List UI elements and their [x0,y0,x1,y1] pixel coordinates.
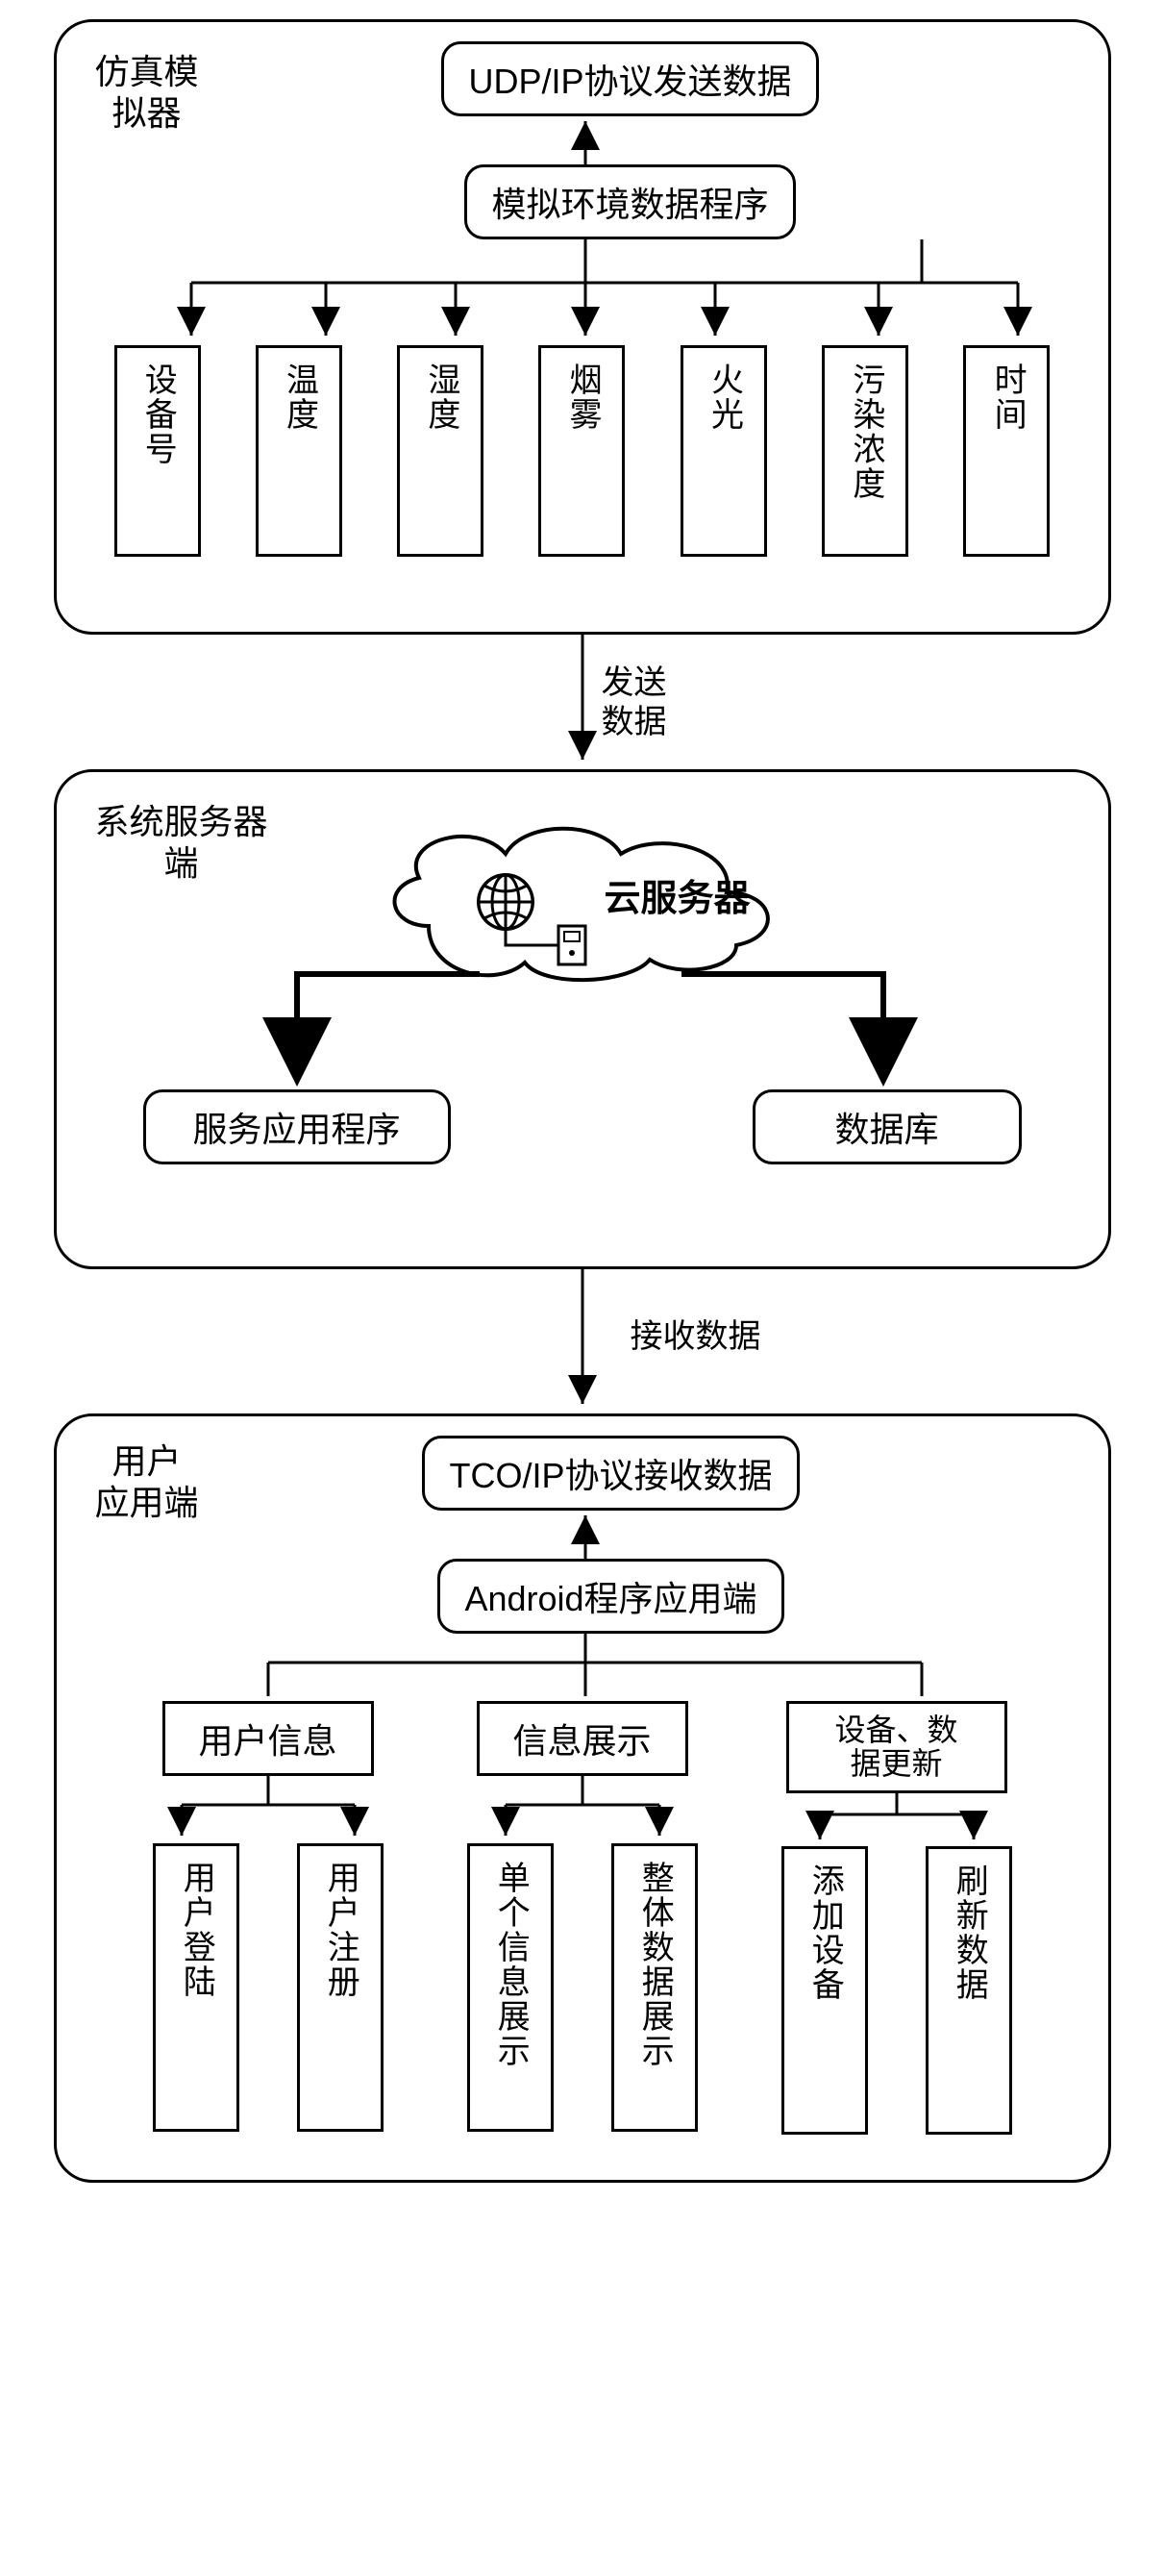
android-box: Android程序应用端 [437,1559,783,1634]
group-info-display: 信息展示 单个信息展示 整体数据展示 [438,1701,727,2135]
leaf-user-login: 用户登陆 [153,1843,239,2132]
leaf-smoke: 烟雾 [538,345,625,557]
simulator-panel-label: 仿真模 拟器 [95,51,199,134]
send-data-label: 发送 数据 [602,663,667,742]
group-info-display-title: 信息展示 [477,1701,688,1776]
group-user-info-title: 用户信息 [162,1701,374,1776]
sim-fanout [86,239,1085,345]
group2-fan [438,1776,727,1843]
sim-arrow-top [86,116,1085,164]
leaf-pollution: 污染浓度 [822,345,908,557]
client-panel: 用户 应用端 TCO/IP协议接收数据 Android程序应用端 用户信息 [54,1413,1111,2183]
leaf-device-id: 设备号 [114,345,201,557]
receive-data-label: 接收数据 [631,1317,761,1357]
simulator-panel: 仿真模 拟器 UDP/IP协议发送数据 模拟环境数据程序 [54,19,1111,635]
group-user-info: 用户信息 用户登陆 用户注册 [124,1701,412,2135]
service-app-box: 服务应用程序 [143,1089,451,1164]
leaf-overall-data: 整体数据展示 [611,1843,698,2132]
leaf-temperature: 温度 [256,345,342,557]
leaf-time: 时间 [963,345,1050,557]
leaf-single-info: 单个信息展示 [467,1843,554,2132]
env-program-box: 模拟环境数据程序 [464,164,795,239]
server-panel: 系统服务器 端 云服务器 [54,769,1111,1269]
client-arrow-top [86,1511,1085,1559]
database-box: 数据库 [753,1089,1022,1164]
group3-fan [753,1793,1041,1846]
group-device-update-title: 设备、数 据更新 [786,1701,1007,1793]
leaf-fire: 火光 [681,345,767,557]
group-device-update: 设备、数 据更新 添加设备 刷新数据 [753,1701,1041,2135]
sim-leaf-row: 设备号 温度 湿度 烟雾 火光 污染浓度 时间 [86,345,1079,557]
connector-server-client [54,1269,1111,1413]
connector-sim-server [54,635,1111,769]
leaf-add-device: 添加设备 [781,1846,868,2135]
client-fanout-groups [86,1634,1085,1701]
client-panel-label: 用户 应用端 [95,1440,199,1523]
server-panel-label: 系统服务器 端 [95,801,268,884]
leaf-humidity: 湿度 [397,345,483,557]
group1-fan [124,1776,412,1843]
leaf-refresh-data: 刷新数据 [926,1846,1012,2135]
cloud-label: 云服务器 [605,868,751,921]
tcp-box: TCO/IP协议接收数据 [422,1436,799,1511]
leaf-user-register: 用户注册 [297,1843,384,2132]
udp-box: UDP/IP协议发送数据 [441,41,818,116]
